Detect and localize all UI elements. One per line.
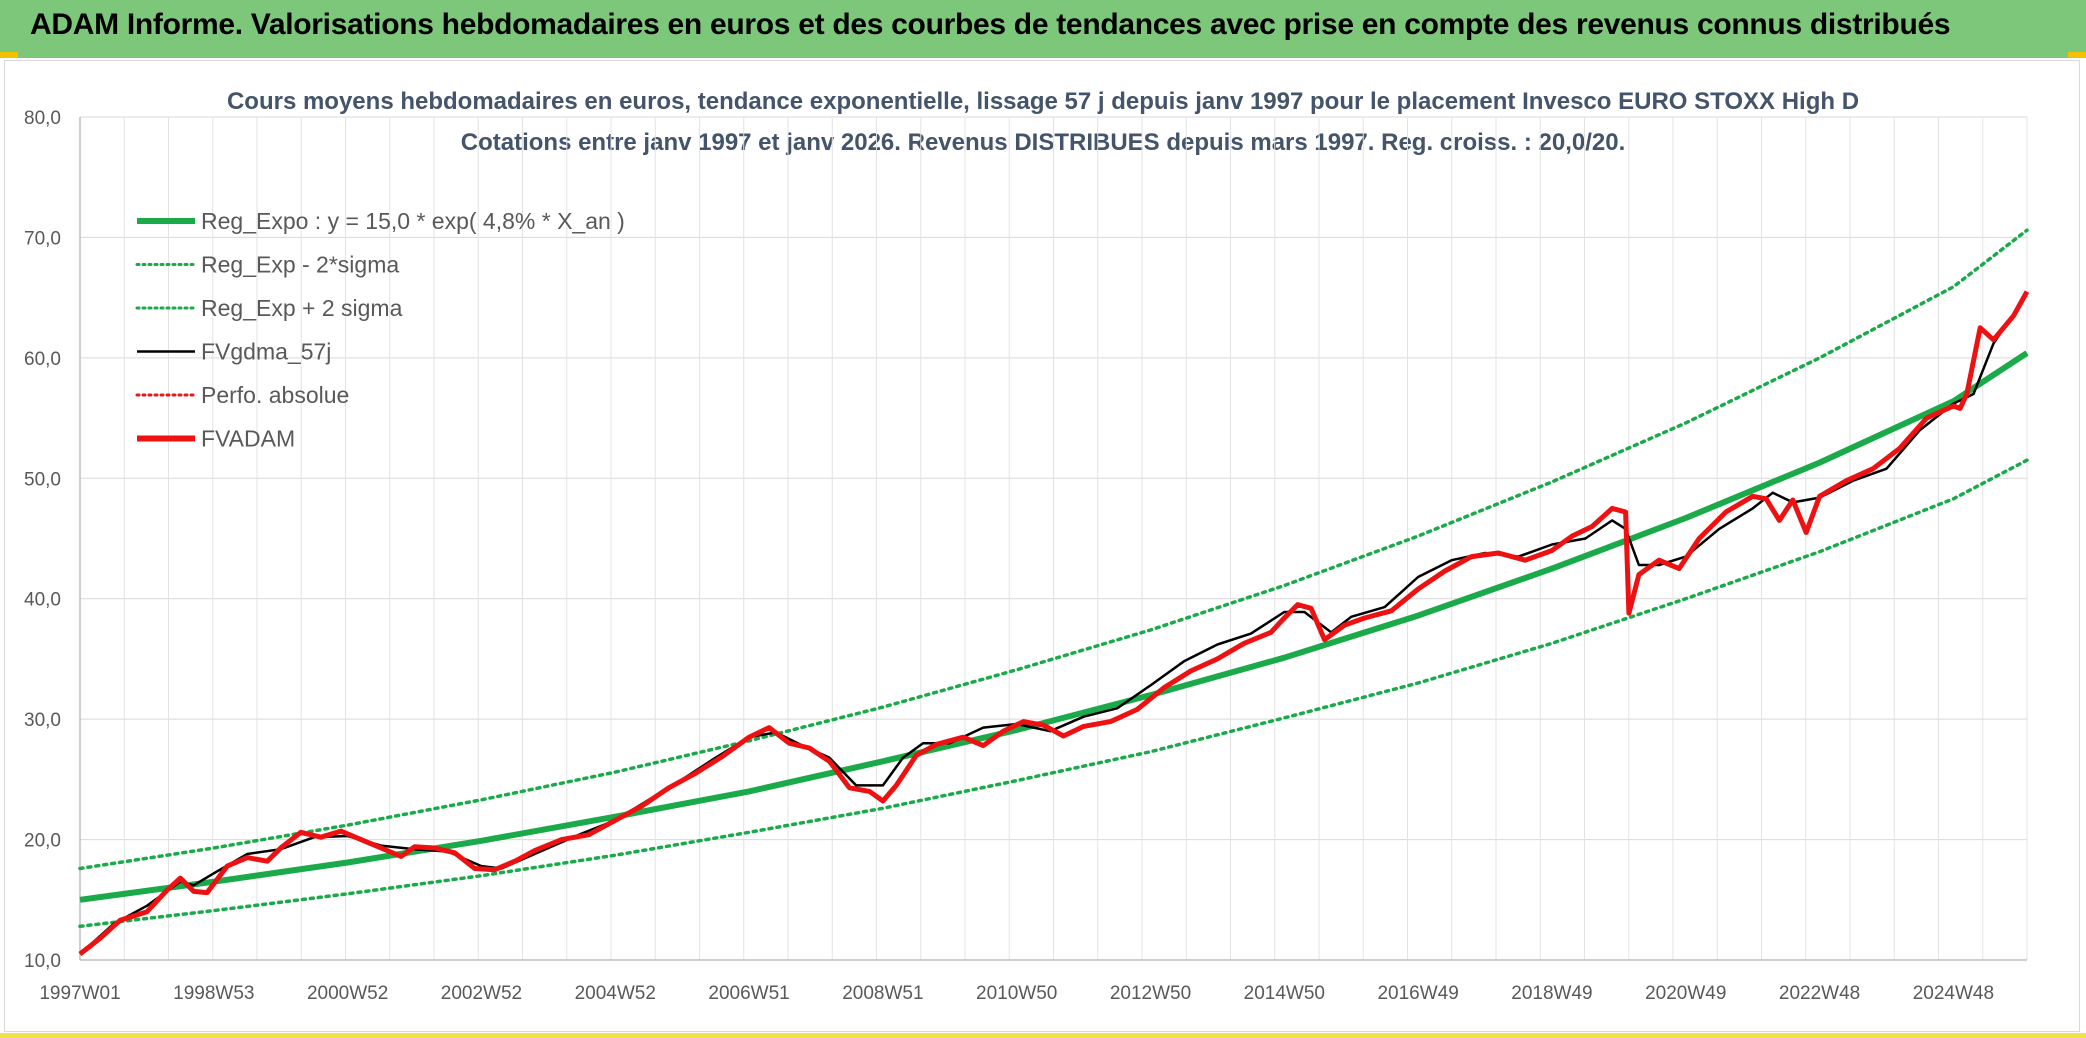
series-line-1 — [78, 458, 2029, 929]
x-tick-label: 1998W53 — [173, 983, 254, 1004]
legend-label-2: Reg_Exp + 2 sigma — [201, 295, 403, 321]
y-tick-label: 50,0 — [24, 469, 61, 490]
y-axis-ticks: 10,0 20,0 30,0 40,0 50,0 60,0 70,0 80,0 — [24, 108, 61, 972]
grid — [79, 116, 2028, 961]
x-tick-label: 2022W48 — [1779, 983, 1860, 1004]
y-tick-label: 40,0 — [24, 590, 61, 611]
legend-label-5: FVADAM — [201, 426, 295, 452]
x-tick-label: 2012W50 — [1110, 983, 1191, 1004]
x-axis-ticks: 1997W01 1998W53 2000W52 2002W52 2004W52 2006W… — [39, 983, 1994, 1004]
y-tick-label: 70,0 — [24, 228, 61, 249]
chart-subtitle: Cotations entre janv 1997 et janv 2026. … — [461, 129, 1626, 156]
report-banner: ADAM Informe. Valorisations hebdomadaire… — [0, 0, 2086, 58]
x-tick-label: 2020W49 — [1645, 983, 1726, 1004]
series-line-2 — [78, 228, 2029, 871]
x-tick-label: 2016W49 — [1377, 983, 1458, 1004]
legend-label-1: Reg_Exp - 2*sigma — [201, 252, 399, 278]
x-tick-label: 2014W50 — [1244, 983, 1325, 1004]
y-tick-label: 10,0 — [24, 951, 61, 972]
bottom-strip — [0, 1033, 2086, 1038]
x-tick-label: 2008W51 — [842, 983, 923, 1004]
x-tick-label: 2018W49 — [1511, 983, 1592, 1004]
x-tick-label: 2004W52 — [575, 983, 656, 1004]
chart-title: Cours moyens hebdomadaires en euros, ten… — [227, 88, 1859, 115]
legend: Reg_Expo : y = 15,0 * exp( 4,8% * X_an )… — [135, 208, 625, 452]
legend-label-4: Perfo. absolue — [201, 382, 349, 408]
banner-corner-right — [2068, 52, 2086, 58]
x-tick-label: 2010W50 — [976, 983, 1057, 1004]
chart-area — [4, 60, 2080, 1032]
banner-corner-left — [0, 52, 18, 58]
y-tick-label: 20,0 — [24, 831, 61, 852]
x-tick-label: 1997W01 — [39, 983, 120, 1004]
legend-label-3: FVgdma_57j — [201, 339, 331, 365]
y-tick-label: 80,0 — [24, 108, 61, 129]
x-tick-label: 2006W51 — [708, 983, 789, 1004]
y-tick-label: 60,0 — [24, 349, 61, 370]
report-title: ADAM Informe. Valorisations hebdomadaire… — [30, 8, 1951, 41]
series-layer — [78, 228, 2030, 956]
x-tick-label: 2002W52 — [441, 983, 522, 1004]
x-tick-label: 2000W52 — [307, 983, 388, 1004]
x-tick-label: 2024W48 — [1913, 983, 1994, 1004]
series-line-0 — [79, 350, 2029, 903]
legend-label-0: Reg_Expo : y = 15,0 * exp( 4,8% * X_an ) — [201, 208, 625, 234]
series-line-5 — [78, 290, 2030, 956]
y-tick-label: 30,0 — [24, 710, 61, 731]
